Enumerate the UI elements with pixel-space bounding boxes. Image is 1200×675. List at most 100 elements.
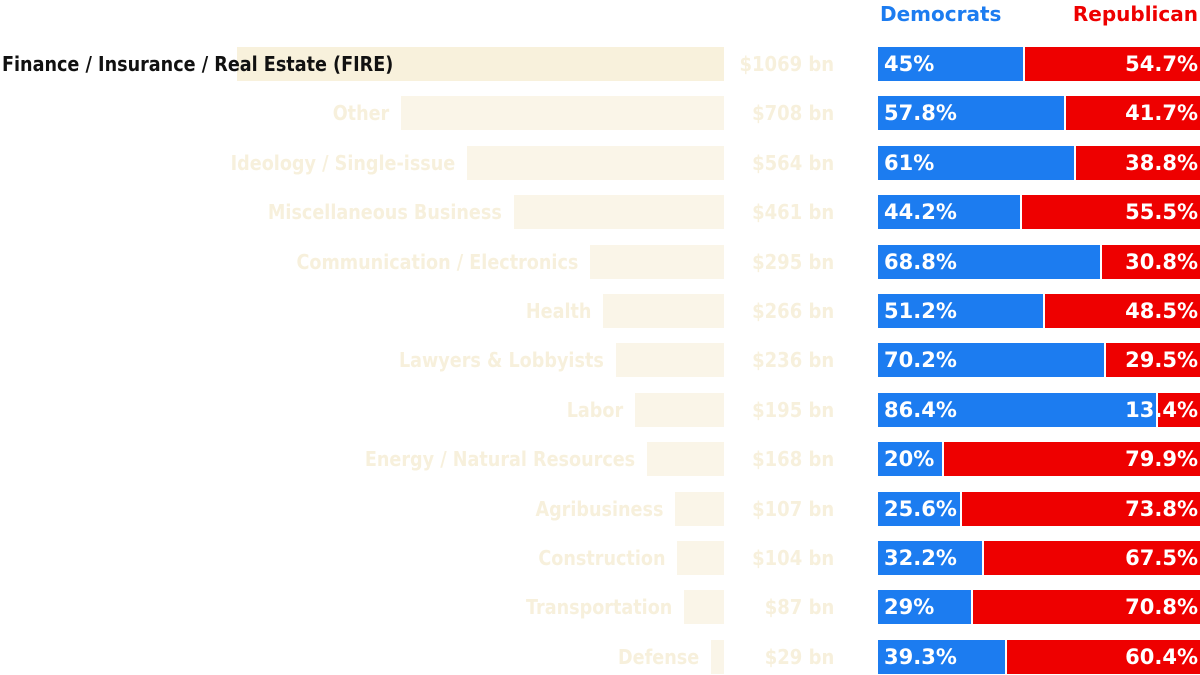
- category-label: Defense: [617, 645, 699, 669]
- democrats-percent-label: 39.3%: [884, 645, 957, 669]
- democrats-percent-label: 51.2%: [884, 299, 957, 323]
- republican-bar: [1045, 294, 1200, 328]
- table-row[interactable]: Energy / Natural Resources $168 bn 20% 79.9…: [0, 442, 1200, 476]
- democrats-percent-label: 68.8%: [884, 250, 957, 274]
- democrats-bar: [878, 393, 1156, 427]
- party-split-bar: 25.6% 73.8%: [878, 492, 1200, 526]
- table-row[interactable]: Ideology / Single-issue $564 bn 61% 38.8%: [0, 146, 1200, 180]
- table-row[interactable]: Construction $104 bn 32.2% 67.5%: [0, 541, 1200, 575]
- category-label: Lawyers & Lobbyists: [399, 348, 604, 372]
- democrats-percent-label: 57.8%: [884, 101, 957, 125]
- republican-percent-label: 70.8%: [1125, 595, 1198, 619]
- republican-percent-label: 30.8%: [1125, 250, 1198, 274]
- democrats-bar: [878, 245, 1100, 279]
- total-bar: [635, 393, 724, 427]
- total-bar: [467, 146, 724, 180]
- republican-bar: [1106, 343, 1200, 377]
- republican-bar: [944, 442, 1200, 476]
- democrats-percent-label: 44.2%: [884, 200, 957, 224]
- category-label: Labor: [566, 398, 623, 422]
- party-split-bar: 32.2% 67.5%: [878, 541, 1200, 575]
- category-label: Construction: [537, 546, 665, 570]
- democrats-percent-label: 25.6%: [884, 497, 957, 521]
- table-row[interactable]: Health $266 bn 51.2% 48.5%: [0, 294, 1200, 328]
- table-row[interactable]: Lawyers & Lobbyists $236 bn 70.2% 29.5%: [0, 343, 1200, 377]
- total-value: $1069 bn: [739, 52, 834, 76]
- total-bar: [401, 96, 724, 130]
- table-row[interactable]: Finance / Insurance / Real Estate (FIRE)…: [0, 47, 1200, 81]
- category-label: Transportation: [525, 595, 672, 619]
- democrats-percent-label: 45%: [884, 52, 935, 76]
- category-label: Energy / Natural Resources: [364, 447, 635, 471]
- total-bar: [237, 47, 724, 81]
- republican-percent-label: 79.9%: [1125, 447, 1198, 471]
- republican-percent-label: 29.5%: [1125, 348, 1198, 372]
- total-bar: [711, 640, 724, 674]
- republican-bar: [1022, 195, 1200, 229]
- table-row[interactable]: Communication / Electronics $295 bn 68.8% 3…: [0, 245, 1200, 279]
- category-label: Communication / Electronics: [296, 250, 578, 274]
- republican-percent-label: 48.5%: [1125, 299, 1198, 323]
- total-value: $295 bn: [751, 250, 834, 274]
- republican-bar: [984, 541, 1200, 575]
- total-value: $107 bn: [751, 497, 834, 521]
- total-bar: [514, 195, 724, 229]
- democrats-bar: [878, 492, 960, 526]
- total-bar: [647, 442, 724, 476]
- total-bar: [684, 590, 724, 624]
- table-row[interactable]: Labor $195 bn 86.4% 13.4%: [0, 393, 1200, 427]
- democrats-bar: [878, 541, 982, 575]
- total-value: $564 bn: [751, 151, 834, 175]
- total-value: $29 bn: [764, 645, 834, 669]
- table-row[interactable]: Agribusiness $107 bn 25.6% 73.8%: [0, 492, 1200, 526]
- category-label: Ideology / Single-issue: [230, 151, 455, 175]
- table-row[interactable]: Other $708 bn 57.8% 41.7%: [0, 96, 1200, 130]
- republican-percent-label: 13.4%: [1125, 398, 1198, 422]
- republican-percent-label: 54.7%: [1125, 52, 1198, 76]
- legend-republican: Republican: [1072, 2, 1198, 26]
- category-label: Other: [332, 101, 389, 125]
- total-bar: [616, 343, 724, 377]
- table-row[interactable]: Defense $29 bn 39.3% 60.4%: [0, 640, 1200, 674]
- republican-percent-label: 60.4%: [1125, 645, 1198, 669]
- table-row[interactable]: Transportation $87 bn 29% 70.8%: [0, 590, 1200, 624]
- democrats-percent-label: 86.4%: [884, 398, 957, 422]
- category-label: Agribusiness: [535, 497, 663, 521]
- total-bar: [603, 294, 724, 328]
- party-split-bar: 39.3% 60.4%: [878, 640, 1200, 674]
- republican-bar: [973, 590, 1200, 624]
- democrats-bar: [878, 47, 1023, 81]
- republican-percent-label: 55.5%: [1125, 200, 1198, 224]
- legend-democrats: Democrats: [880, 2, 1002, 26]
- republican-percent-label: 41.7%: [1125, 101, 1198, 125]
- party-split-bar: 51.2% 48.5%: [878, 294, 1200, 328]
- democrats-percent-label: 29%: [884, 595, 935, 619]
- total-value: $195 bn: [751, 398, 834, 422]
- republican-bar: [1007, 640, 1200, 674]
- total-value: $708 bn: [751, 101, 834, 125]
- party-split-bar: 20% 79.9%: [878, 442, 1200, 476]
- total-value: $87 bn: [764, 595, 834, 619]
- category-label: Finance / Insurance / Real Estate (FIRE): [2, 52, 394, 76]
- republican-bar: [1025, 47, 1200, 81]
- republican-percent-label: 73.8%: [1125, 497, 1198, 521]
- democrats-bar: [878, 96, 1064, 130]
- party-split-bar: 70.2% 29.5%: [878, 343, 1200, 377]
- table-row[interactable]: Miscellaneous Business $461 bn 44.2% 55.5%: [0, 195, 1200, 229]
- democrats-bar: [878, 590, 971, 624]
- democrats-percent-label: 70.2%: [884, 348, 957, 372]
- total-value: $168 bn: [751, 447, 834, 471]
- party-split-bar: 44.2% 55.5%: [878, 195, 1200, 229]
- republican-percent-label: 38.8%: [1125, 151, 1198, 175]
- democrats-percent-label: 20%: [884, 447, 935, 471]
- democrats-bar: [878, 442, 942, 476]
- democrats-bar: [878, 294, 1043, 328]
- republican-bar: [962, 492, 1200, 526]
- republican-bar: [1076, 146, 1200, 180]
- democrats-percent-label: 61%: [884, 151, 935, 175]
- democrats-bar: [878, 640, 1005, 674]
- republican-bar: [1102, 245, 1200, 279]
- party-split-bar: 68.8% 30.8%: [878, 245, 1200, 279]
- total-bar: [677, 541, 724, 575]
